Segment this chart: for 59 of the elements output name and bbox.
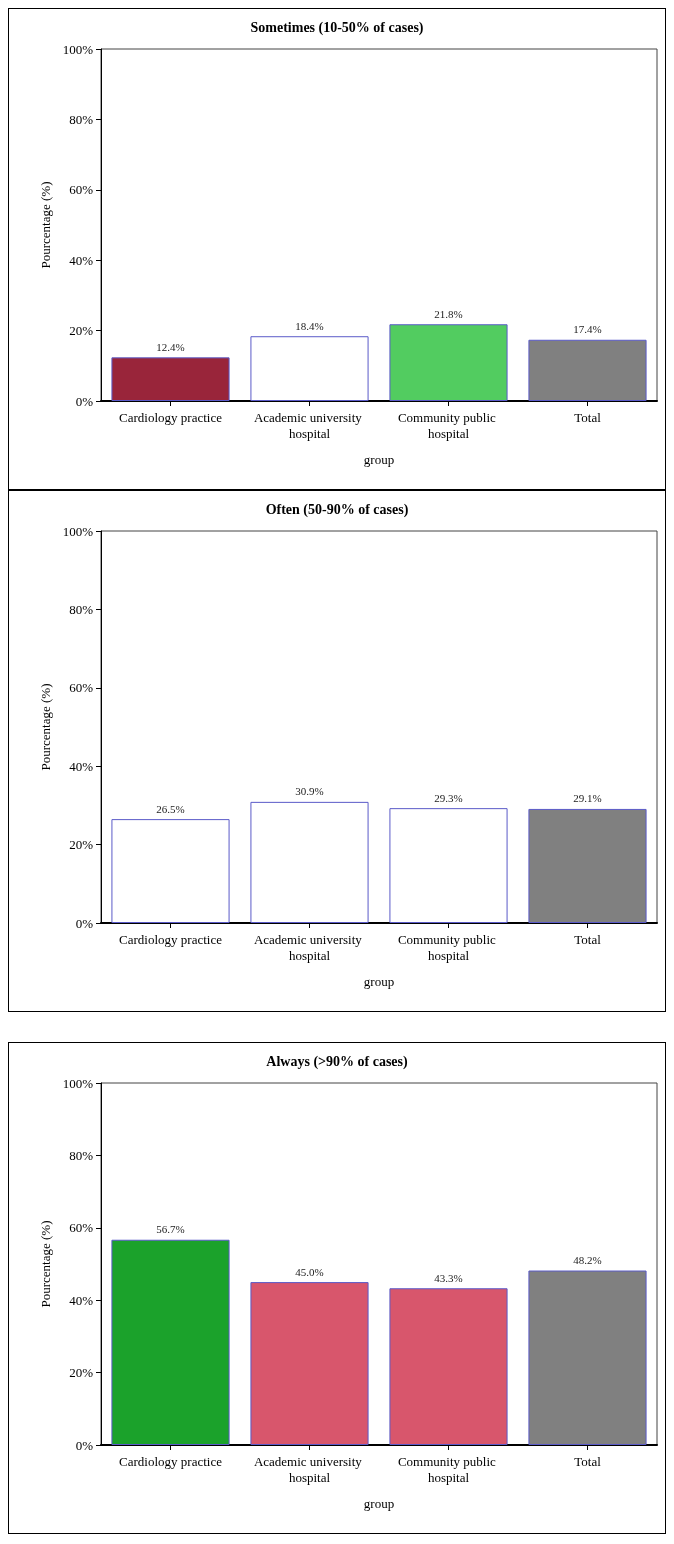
bar [528,1270,647,1445]
chart-title: Sometimes (10-50% of cases) [250,19,424,36]
y-tick-label: 80% [69,1147,94,1163]
x-tick-label: Community public hospital [397,1453,500,1485]
bar [111,1239,230,1445]
data-label: 12.4% [156,340,185,353]
y-tick-label: 0% [75,1437,94,1453]
y-tick-label: 0% [75,915,94,931]
x-tick-label: Cardiology practice [119,409,223,425]
bar [250,336,369,401]
x-tick-label: Cardiology practice [119,931,223,947]
y-tick-label: 20% [69,1365,94,1381]
y-axis-title: Pourcentage (%) [37,181,53,269]
data-label: 45.0% [295,1265,324,1278]
y-tick-label: 20% [69,837,94,853]
data-label: 29.3% [434,791,463,804]
y-tick-label: 20% [69,323,94,339]
chart-title: Often (50-90% of cases) [265,501,409,518]
y-tick-label: 100% [62,523,94,539]
bar [111,357,230,401]
data-label: 18.4% [295,319,324,332]
x-tick-label: Academic university hospital [253,931,366,963]
x-tick-label: Community public hospital [397,409,500,441]
data-label: 26.5% [156,802,185,815]
x-axis-title: group [363,974,395,989]
y-tick-label: 80% [69,601,94,617]
x-tick-label: Academic university hospital [253,409,366,441]
x-tick-label: Community public hospital [397,931,500,963]
y-tick-label: 40% [69,1292,94,1308]
y-tick-label: 60% [69,1220,94,1236]
data-label: 21.8% [434,307,463,320]
x-tick-label: Cardiology practice [119,1453,223,1469]
x-axis-title: group [363,452,395,467]
x-tick-label: Academic university hospital [253,1453,366,1485]
x-tick-label: Total [574,409,602,425]
data-label: 30.9% [295,785,324,798]
data-label: 43.3% [434,1271,463,1284]
bar [528,339,647,401]
chart-title: Always (>90% of cases) [266,1053,408,1070]
y-tick-label: 60% [69,182,94,198]
data-label: 48.2% [573,1254,602,1267]
y-tick-label: 40% [69,758,94,774]
data-label: 29.1% [573,792,602,805]
y-tick-label: 80% [69,111,94,127]
x-axis-title: group [363,1496,395,1511]
y-tick-label: 0% [75,393,94,409]
x-tick-label: Total [574,931,602,947]
data-label: 56.7% [156,1223,185,1236]
bar [389,324,508,401]
bar [389,1288,508,1445]
data-label: 17.4% [573,323,602,336]
y-tick-label: 100% [62,1075,94,1091]
y-tick-label: 40% [69,252,94,268]
y-tick-label: 100% [62,41,94,57]
bar [250,1282,369,1445]
x-tick-label: Total [574,1453,602,1469]
y-tick-label: 60% [69,680,94,696]
y-axis-title: Pourcentage (%) [37,683,53,771]
y-axis-title: Pourcentage (%) [37,1220,53,1308]
